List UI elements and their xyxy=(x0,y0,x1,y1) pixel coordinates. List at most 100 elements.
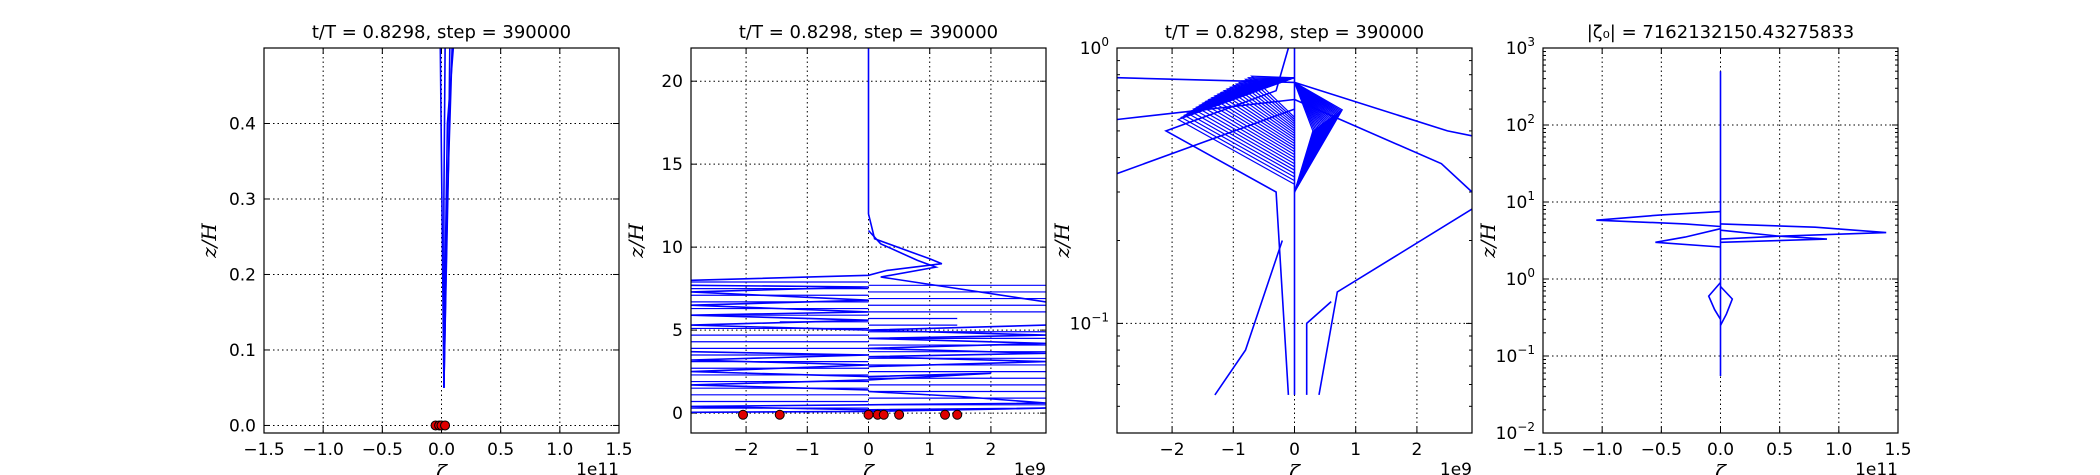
series-line-3 xyxy=(691,284,869,331)
chart-title: t/T = 0.8298, step = 390000 xyxy=(739,22,998,43)
series-line-5 xyxy=(1720,229,1828,244)
data-marker xyxy=(894,409,905,420)
series-line-9 xyxy=(1318,208,1472,396)
y-axis-label: z/H xyxy=(624,223,648,259)
x-tick-label: 1.5 xyxy=(605,440,632,460)
x-offset-label: 1e9 xyxy=(1440,460,1472,475)
x-tick-label: −1 xyxy=(795,440,820,460)
y-tick-label: 10 xyxy=(661,238,683,258)
x-tick-label: −2 xyxy=(1160,440,1185,460)
x-axis-label: ζ xyxy=(863,460,875,475)
profile-line xyxy=(1293,81,1344,193)
x-tick-label: 1 xyxy=(1350,440,1361,460)
axes-frame xyxy=(1116,47,1473,434)
y-tick-label: 100 xyxy=(1080,35,1109,59)
series-line-4 xyxy=(443,48,446,388)
y-tick-label: 10−2 xyxy=(1496,420,1535,444)
x-tick-label: −2 xyxy=(734,440,759,460)
x-offset-label: 1e11 xyxy=(576,460,619,475)
x-axis-label: ζ xyxy=(1289,460,1301,475)
y-tick-label: 0.1 xyxy=(229,341,256,361)
x-offset-label: 1e11 xyxy=(1855,460,1898,475)
y-tick-label: 10−1 xyxy=(1070,310,1109,334)
y-tick-label: 0.4 xyxy=(229,114,256,134)
y-tick-label: 103 xyxy=(1506,35,1535,59)
y-tick-label: 0 xyxy=(672,404,683,424)
x-tick-label: −1 xyxy=(1221,440,1246,460)
x-tick-label: −0.5 xyxy=(1641,440,1682,460)
x-tick-label: 0.0 xyxy=(1707,440,1734,460)
axes-frame xyxy=(1542,47,1899,434)
chart-panel-3: t/T = 0.8298, step = 390000 −2 −1 0 1 2 10−1 10… xyxy=(1050,22,1473,475)
series-line-4 xyxy=(868,324,1046,368)
y-tick-label: 10−1 xyxy=(1496,343,1535,367)
x-tick-label: −1.5 xyxy=(243,440,284,460)
y-tick-label: 20 xyxy=(661,72,683,92)
y-tick-label: 0.2 xyxy=(229,265,256,285)
series-line-5 xyxy=(691,350,991,391)
x-tick-label: 0.5 xyxy=(487,440,514,460)
x-tick-label: 1.5 xyxy=(1884,440,1911,460)
x-tick-label: −0.5 xyxy=(362,440,403,460)
y-tick-label: 0.3 xyxy=(229,190,256,210)
chart-panel-2: t/T = 0.8298, step = 390000−2 −1 0 1 2051015… xyxy=(624,22,1047,475)
chart-title: t/T = 0.8298, step = 390000 xyxy=(1165,22,1424,43)
series-line-1 xyxy=(691,48,943,282)
series-group xyxy=(1596,71,1887,376)
x-tick-label: 1.0 xyxy=(546,440,573,460)
x-tick-label: 0 xyxy=(863,440,874,460)
chart-title: t/T = 0.8298, step = 390000 xyxy=(312,22,571,43)
series-line-5 xyxy=(1117,108,1295,175)
profile-line xyxy=(1250,75,1295,118)
data-marker xyxy=(878,409,889,420)
series-line-8 xyxy=(1305,301,1332,395)
y-axis-label: z/H xyxy=(197,223,221,259)
series-line-6 xyxy=(1707,281,1722,320)
x-offset-label: 1e9 xyxy=(1014,460,1046,475)
x-tick-label: 2 xyxy=(985,440,996,460)
data-marker xyxy=(863,409,874,420)
x-tick-label: 0.0 xyxy=(428,440,455,460)
y-tick-label: 101 xyxy=(1506,189,1535,213)
x-tick-label: 1 xyxy=(924,440,935,460)
series-line-7 xyxy=(1719,285,1734,326)
data-marker xyxy=(940,409,951,420)
chart-title: |ζ₀| = 7162132150.43275833 xyxy=(1587,22,1855,43)
x-tick-label: 1.0 xyxy=(1825,440,1852,460)
data-marker xyxy=(440,420,451,431)
y-tick-label: 5 xyxy=(672,321,683,341)
x-tick-label: −1.0 xyxy=(303,440,344,460)
x-tick-label: −1.5 xyxy=(1522,440,1563,460)
axes-frame xyxy=(690,47,1047,434)
x-axis-label: ζ xyxy=(1715,460,1727,475)
series-group xyxy=(439,48,455,388)
series-line-5 xyxy=(443,48,453,388)
series-line-10 xyxy=(1214,240,1284,396)
series-line-4 xyxy=(1655,227,1721,248)
x-axis-label: ζ xyxy=(436,460,448,475)
data-marker xyxy=(952,409,963,420)
y-tick-label: 15 xyxy=(661,155,683,175)
series-line-7 xyxy=(1294,98,1472,193)
y-tick-label: 102 xyxy=(1506,112,1535,136)
series-group xyxy=(1117,48,1472,396)
series-line-6 xyxy=(1294,81,1472,137)
x-tick-label: 0.5 xyxy=(1766,440,1793,460)
y-axis-label: z/H xyxy=(1050,223,1074,259)
series-group xyxy=(691,48,1046,414)
data-marker xyxy=(738,409,749,420)
series-line-3 xyxy=(1720,223,1887,240)
chart-panel-1: t/T = 0.8298, step = 390000 −1.5 −1.0 −0.5 0… xyxy=(197,22,633,475)
axes-frame xyxy=(263,47,620,434)
series-line-2 xyxy=(1596,210,1721,228)
x-tick-label: 2 xyxy=(1411,440,1422,460)
series-line-2 xyxy=(867,229,1046,303)
series-line-2 xyxy=(1164,48,1290,395)
x-tick-label: −1.0 xyxy=(1582,440,1623,460)
chart-panel-4: |ζ₀| = 7162132150.43275833 −1.5 −1.0 −0.5 0.… xyxy=(1476,22,1912,475)
data-marker xyxy=(774,409,785,420)
y-tick-label: 0.0 xyxy=(229,416,256,436)
y-tick-label: 100 xyxy=(1506,266,1535,290)
y-axis-label: z/H xyxy=(1476,223,1500,259)
